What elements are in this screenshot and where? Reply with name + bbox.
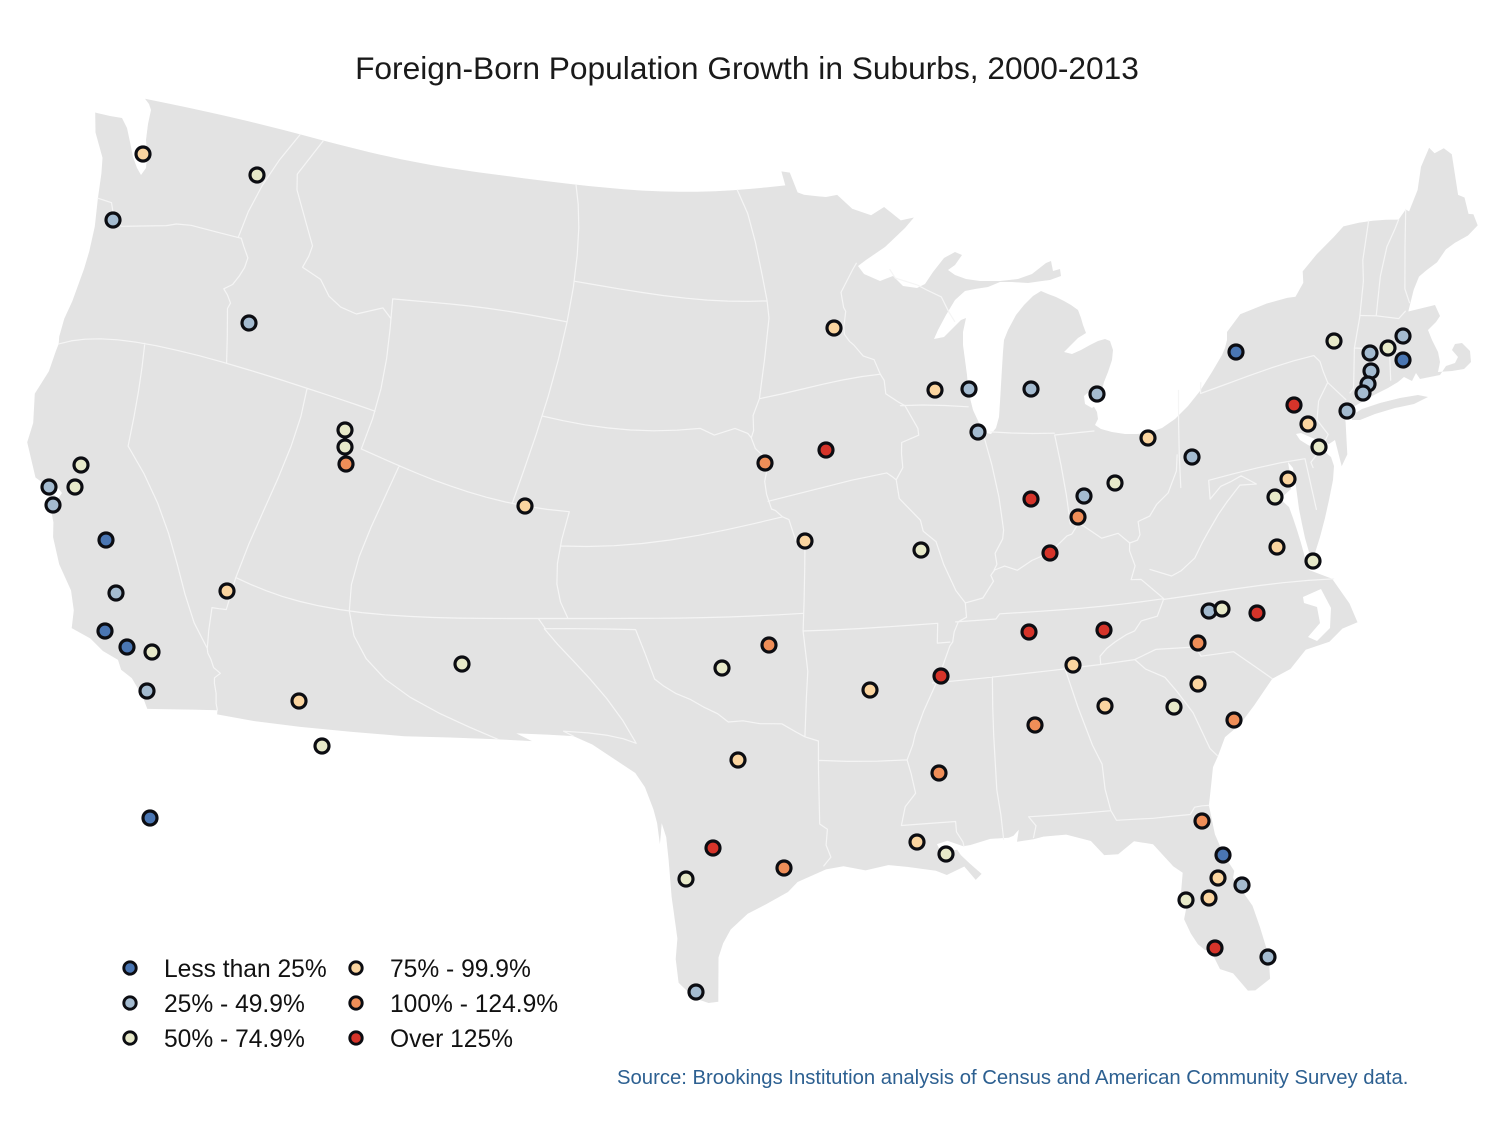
svg-text:Less than 25%: Less than 25% [164, 956, 327, 983]
svg-text:Foreign-Born Population Growth: Foreign-Born Population Growth in Suburb… [355, 50, 1139, 86]
svg-text:75% - 99.9%: 75% - 99.9% [390, 956, 531, 983]
svg-text:50% - 74.9%: 50% - 74.9% [164, 1026, 305, 1053]
svg-text:25% - 49.9%: 25% - 49.9% [164, 991, 305, 1018]
svg-text:100% - 124.9%: 100% - 124.9% [390, 991, 558, 1018]
svg-text:Source: Brookings Institution: Source: Brookings Institution analysis o… [617, 1067, 1408, 1089]
svg-text:Over 125%: Over 125% [390, 1026, 513, 1053]
